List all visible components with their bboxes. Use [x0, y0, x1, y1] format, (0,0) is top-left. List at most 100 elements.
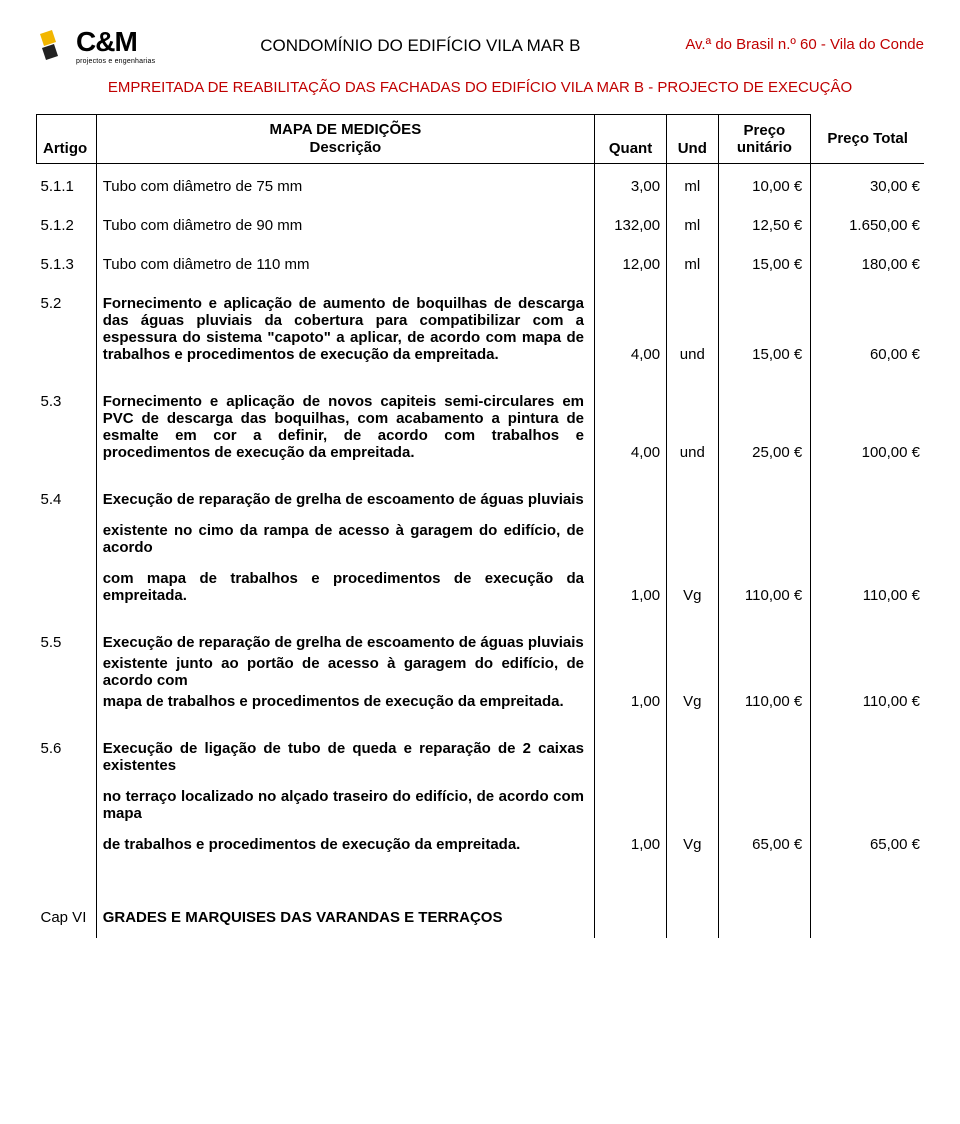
table-row: 5.6Execução de ligação de tubo de queda …	[37, 736, 925, 857]
logo-mark-icon	[36, 28, 72, 64]
logo-text: C&M projectos e engenharias	[76, 28, 155, 65]
cell-quant: 4,00	[595, 291, 667, 367]
spacer-row	[37, 277, 925, 291]
col-header-und: Und	[667, 115, 718, 164]
desc-line: de trabalhos e procedimentos de execução…	[103, 836, 584, 853]
cell-pt: 180,00 €	[811, 252, 924, 277]
table-row: 5.5 Execução de reparação de grelha de es…	[37, 630, 925, 714]
cell-descricao: Tubo com diâmetro de 75 mm	[96, 174, 594, 199]
spacer-row	[37, 465, 925, 487]
cell-quant: 132,00	[595, 213, 667, 238]
cell-artigo: 5.3	[37, 389, 97, 465]
col-header-artigo: Artigo	[37, 115, 97, 164]
cell-pt	[811, 905, 924, 930]
cell-descricao: Tubo com diâmetro de 110 mm	[96, 252, 594, 277]
cell-quant: 12,00	[595, 252, 667, 277]
logo: C&M projectos e engenharias	[36, 28, 155, 65]
cell-pu: 25,00 €	[718, 389, 811, 465]
document-title: CONDOMÍNIO DO EDIFÍCIO VILA MAR B	[260, 36, 580, 56]
cell-pu: 10,00 €	[718, 174, 811, 199]
table-row: 5.4 Execução de reparação de grelha de es…	[37, 487, 925, 608]
cell-quant: 1,00	[595, 630, 667, 714]
spacer-row	[37, 857, 925, 879]
cell-artigo: 5.1.1	[37, 174, 97, 199]
desc-line: existente junto ao portão de acesso à ga…	[103, 655, 584, 689]
measurements-table: Artigo MAPA DE MEDIÇÕES Descrição Quant …	[36, 114, 924, 938]
col-header-mapa: MAPA DE MEDIÇÕES	[103, 121, 588, 139]
logo-tagline: projectos e engenharias	[76, 58, 155, 65]
desc-line: Execução de reparação de grelha de escoa…	[103, 634, 584, 651]
cell-und: ml	[667, 252, 718, 277]
table-row: 5.3Fornecimento e aplicação de novos cap…	[37, 389, 925, 465]
cell-pt: 60,00 €	[811, 291, 924, 367]
spacer-row	[37, 608, 925, 630]
cell-descricao: Execução de reparação de grelha de escoa…	[96, 487, 594, 608]
document-header: C&M projectos e engenharias CONDOMÍNIO D…	[36, 28, 924, 65]
desc-line: com mapa de trabalhos e procedimentos de…	[103, 570, 584, 604]
spacer-row	[37, 199, 925, 213]
cell-pu: 15,00 €	[718, 252, 811, 277]
cell-artigo: 5.1.3	[37, 252, 97, 277]
cell-artigo: 5.5	[37, 630, 97, 714]
spacer-row	[37, 164, 925, 174]
cell-pt: 110,00 €	[811, 630, 924, 714]
desc-line: existente no cimo da rampa de acesso à g…	[103, 522, 584, 556]
desc-line: Execução de reparação de grelha de escoa…	[103, 491, 584, 508]
cell-und	[667, 905, 718, 930]
cell-descricao: Execução de reparação de grelha de escoa…	[96, 630, 594, 714]
cell-und: Vg	[667, 487, 718, 608]
spacer-row	[37, 714, 925, 736]
col-header-desc: Descrição	[103, 139, 588, 157]
cell-descricao: Tubo com diâmetro de 90 mm	[96, 213, 594, 238]
cell-pu: 110,00 €	[718, 630, 811, 714]
cell-artigo: 5.1.2	[37, 213, 97, 238]
table-row: 5.1.2Tubo com diâmetro de 90 mm132,00ml1…	[37, 213, 925, 238]
cell-pt: 110,00 €	[811, 487, 924, 608]
col-header-preco-unitario: Preço unitário	[718, 115, 811, 164]
cell-und: und	[667, 389, 718, 465]
document-address: Av.ª do Brasil n.º 60 - Vila do Conde	[685, 36, 924, 53]
cell-und: ml	[667, 213, 718, 238]
spacer-row	[37, 367, 925, 389]
cell-und: ml	[667, 174, 718, 199]
cell-pt: 100,00 €	[811, 389, 924, 465]
cell-quant: 4,00	[595, 389, 667, 465]
logo-brand: C&M	[76, 28, 155, 56]
cell-quant: 1,00	[595, 736, 667, 857]
cell-pu: 12,50 €	[718, 213, 811, 238]
cell-und: Vg	[667, 630, 718, 714]
cell-artigo: 5.4	[37, 487, 97, 608]
cell-quant: 3,00	[595, 174, 667, 199]
cell-pu	[718, 905, 811, 930]
desc-line: Execução de ligação de tubo de queda e r…	[103, 740, 584, 774]
desc-line: no terraço localizado no alçado traseiro…	[103, 788, 584, 822]
spacer-row	[37, 238, 925, 252]
chapter-row: Cap VIGRADES E MARQUISES DAS VARANDAS E …	[37, 905, 925, 930]
cell-pu: 15,00 €	[718, 291, 811, 367]
page: C&M projectos e engenharias CONDOMÍNIO D…	[0, 0, 960, 978]
cell-artigo: 5.2	[37, 291, 97, 367]
cell-pt: 30,00 €	[811, 174, 924, 199]
cell-quant: 1,00	[595, 487, 667, 608]
cell-pu: 65,00 €	[718, 736, 811, 857]
col-header-quant: Quant	[595, 115, 667, 164]
cell-pt: 1.650,00 €	[811, 213, 924, 238]
table-row: 5.1.3Tubo com diâmetro de 110 mm12,00ml1…	[37, 252, 925, 277]
cell-pt: 65,00 €	[811, 736, 924, 857]
document-subtitle: EMPREITADA DE REABILITAÇÃO DAS FACHADAS …	[36, 79, 924, 96]
cell-quant	[595, 905, 667, 930]
cell-und: Vg	[667, 736, 718, 857]
desc-line: mapa de trabalhos e procedimentos de exe…	[103, 693, 584, 710]
col-header-preco-total: Preço Total	[811, 115, 924, 164]
cell-descricao: Fornecimento e aplicação de aumento de b…	[96, 291, 594, 367]
spacer-row	[37, 930, 925, 938]
cell-artigo: Cap VI	[37, 905, 97, 930]
spacer-row	[37, 879, 925, 905]
cell-descricao: Execução de ligação de tubo de queda e r…	[96, 736, 594, 857]
cell-descricao: GRADES E MARQUISES DAS VARANDAS E TERRAÇ…	[96, 905, 594, 930]
cell-artigo: 5.6	[37, 736, 97, 857]
cell-pu: 110,00 €	[718, 487, 811, 608]
table-row: 5.2Fornecimento e aplicação de aumento d…	[37, 291, 925, 367]
cell-und: und	[667, 291, 718, 367]
table-body: 5.1.1Tubo com diâmetro de 75 mm3,00ml10,…	[37, 164, 925, 938]
